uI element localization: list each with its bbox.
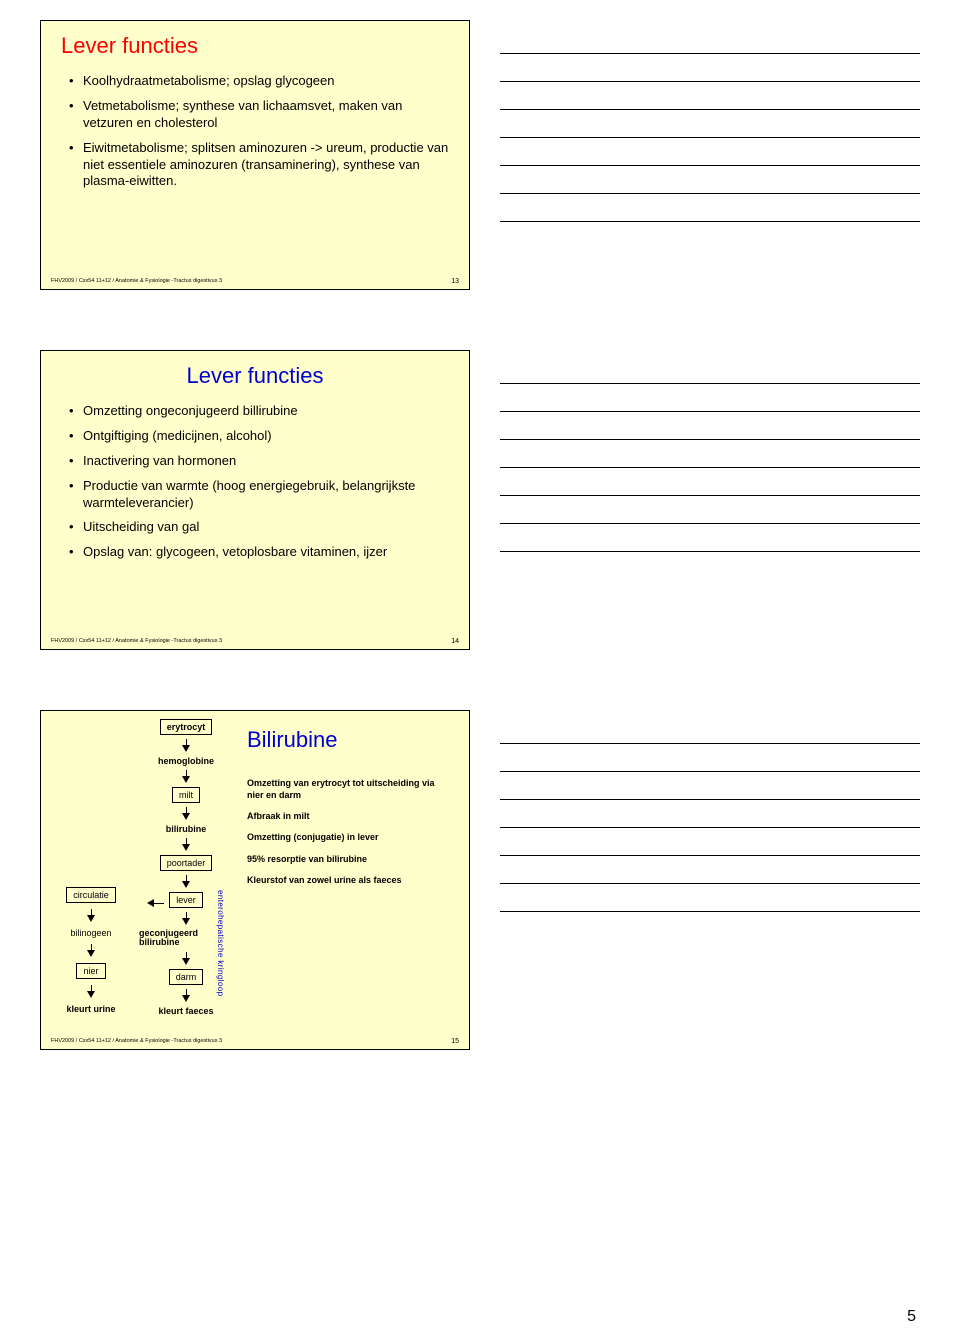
slide-2: Lever functies Omzetting ongeconjugeerd …: [40, 350, 470, 650]
bullet: Koolhydraatmetabolisme; opslag glycogeen: [69, 73, 453, 90]
bilirubine-flowchart: circulatie bilinogeen nier kleurt urine …: [57, 719, 453, 1016]
footer-text: FHV2009 / Cxx54 11+12 / Anatomie & Fysio…: [51, 278, 222, 285]
node-circulatie: circulatie: [66, 887, 116, 903]
note-line: [500, 412, 920, 440]
note-line: [500, 166, 920, 194]
note-line: [500, 828, 920, 856]
note-line: [500, 356, 920, 384]
slide-1-title: Lever functies: [57, 33, 453, 59]
slide-2-title: Lever functies: [57, 363, 453, 389]
flow-note: Omzetting van erytrocyt tot uitscheiding…: [247, 777, 453, 801]
slide-1-footer: FHV2009 / Cxx54 11+12 / Anatomie & Fysio…: [51, 278, 459, 285]
node-poortader: poortader: [160, 855, 213, 871]
note-line: [500, 194, 920, 222]
slide-3-title: Bilirubine: [247, 727, 453, 753]
notes-1: [500, 20, 920, 290]
note-line: [500, 496, 920, 524]
label-kleurt-faeces: kleurt faeces: [158, 1006, 213, 1016]
node-milt: milt: [172, 787, 200, 803]
slide-3: circulatie bilinogeen nier kleurt urine …: [40, 710, 470, 1050]
note-line: [500, 744, 920, 772]
note-line: [500, 772, 920, 800]
page-number: 5: [907, 1308, 916, 1326]
note-line: [500, 800, 920, 828]
row-1: Lever functies Koolhydraatmetabolisme; o…: [40, 20, 920, 290]
note-line: [500, 884, 920, 912]
label-kringloop: enterohepatische kringloop: [216, 890, 225, 996]
node-darm: darm: [169, 969, 204, 985]
slide-2-bullets: Omzetting ongeconjugeerd billirubine Ont…: [57, 403, 453, 561]
note-line: [500, 110, 920, 138]
bullet: Vetmetabolisme; synthese van lichaamsvet…: [69, 98, 453, 132]
bullet: Eiwitmetabolisme; splitsen aminozuren ->…: [69, 140, 453, 191]
row-3: circulatie bilinogeen nier kleurt urine …: [40, 710, 920, 1050]
notes-2: [500, 350, 920, 650]
bullet: Opslag van: glycogeen, vetoplosbare vita…: [69, 544, 453, 561]
note-line: [500, 468, 920, 496]
flow-right-col: Bilirubine Omzetting van erytrocyt tot u…: [247, 719, 453, 895]
node-nier: nier: [76, 963, 105, 979]
note-line: [500, 716, 920, 744]
note-line: [500, 26, 920, 54]
flow-mid-col: erytrocyt hemoglobine milt bilirubine po…: [139, 719, 233, 1016]
slide-2-footer: FHV2009 / Cxx54 11+12 / Anatomie & Fysio…: [51, 638, 459, 645]
node-hemoglobine: hemoglobine: [158, 756, 214, 766]
bullet: Uitscheiding van gal: [69, 519, 453, 536]
footer-text: FHV2009 / Cxx54 11+12 / Anatomie & Fysio…: [51, 1038, 222, 1045]
flow-note: 95% resorptie van bilirubine: [247, 853, 453, 865]
footer-text: FHV2009 / Cxx54 11+12 / Anatomie & Fysio…: [51, 638, 222, 645]
bullet: Inactivering van hormonen: [69, 453, 453, 470]
slide-3-footer: FHV2009 / Cxx54 11+12 / Anatomie & Fysio…: [51, 1038, 459, 1045]
bullet: Omzetting ongeconjugeerd billirubine: [69, 403, 453, 420]
note-line: [500, 856, 920, 884]
node-erytrocyt: erytrocyt: [160, 719, 213, 735]
note-line: [500, 524, 920, 552]
bullet: Productie van warmte (hoog energiegebrui…: [69, 478, 453, 512]
node-bilinogeen: bilinogeen: [70, 928, 111, 938]
note-line: [500, 440, 920, 468]
node-bilirubine: bilirubine: [166, 824, 207, 834]
flow-notes: Omzetting van erytrocyt tot uitscheiding…: [247, 777, 453, 895]
note-line: [500, 82, 920, 110]
slide-1-pagenum: 13: [451, 278, 459, 285]
slide-1: Lever functies Koolhydraatmetabolisme; o…: [40, 20, 470, 290]
row-2: Lever functies Omzetting ongeconjugeerd …: [40, 350, 920, 650]
notes-3: [500, 710, 920, 1050]
flow-note: Afbraak in milt: [247, 810, 453, 822]
slide-2-pagenum: 14: [451, 638, 459, 645]
slide-3-pagenum: 15: [451, 1038, 459, 1045]
slide-1-bullets: Koolhydraatmetabolisme; opslag glycogeen…: [57, 73, 453, 190]
flow-left-col: circulatie bilinogeen nier kleurt urine: [57, 887, 125, 1014]
note-line: [500, 384, 920, 412]
label-kleurt-urine: kleurt urine: [66, 1004, 115, 1014]
flow-note: Kleurstof van zowel urine als faeces: [247, 874, 453, 886]
node-lever: lever: [169, 892, 203, 908]
flow-note: Omzetting (conjugatie) in lever: [247, 831, 453, 843]
note-line: [500, 54, 920, 82]
note-line: [500, 138, 920, 166]
bullet: Ontgiftiging (medicijnen, alcohol): [69, 428, 453, 445]
